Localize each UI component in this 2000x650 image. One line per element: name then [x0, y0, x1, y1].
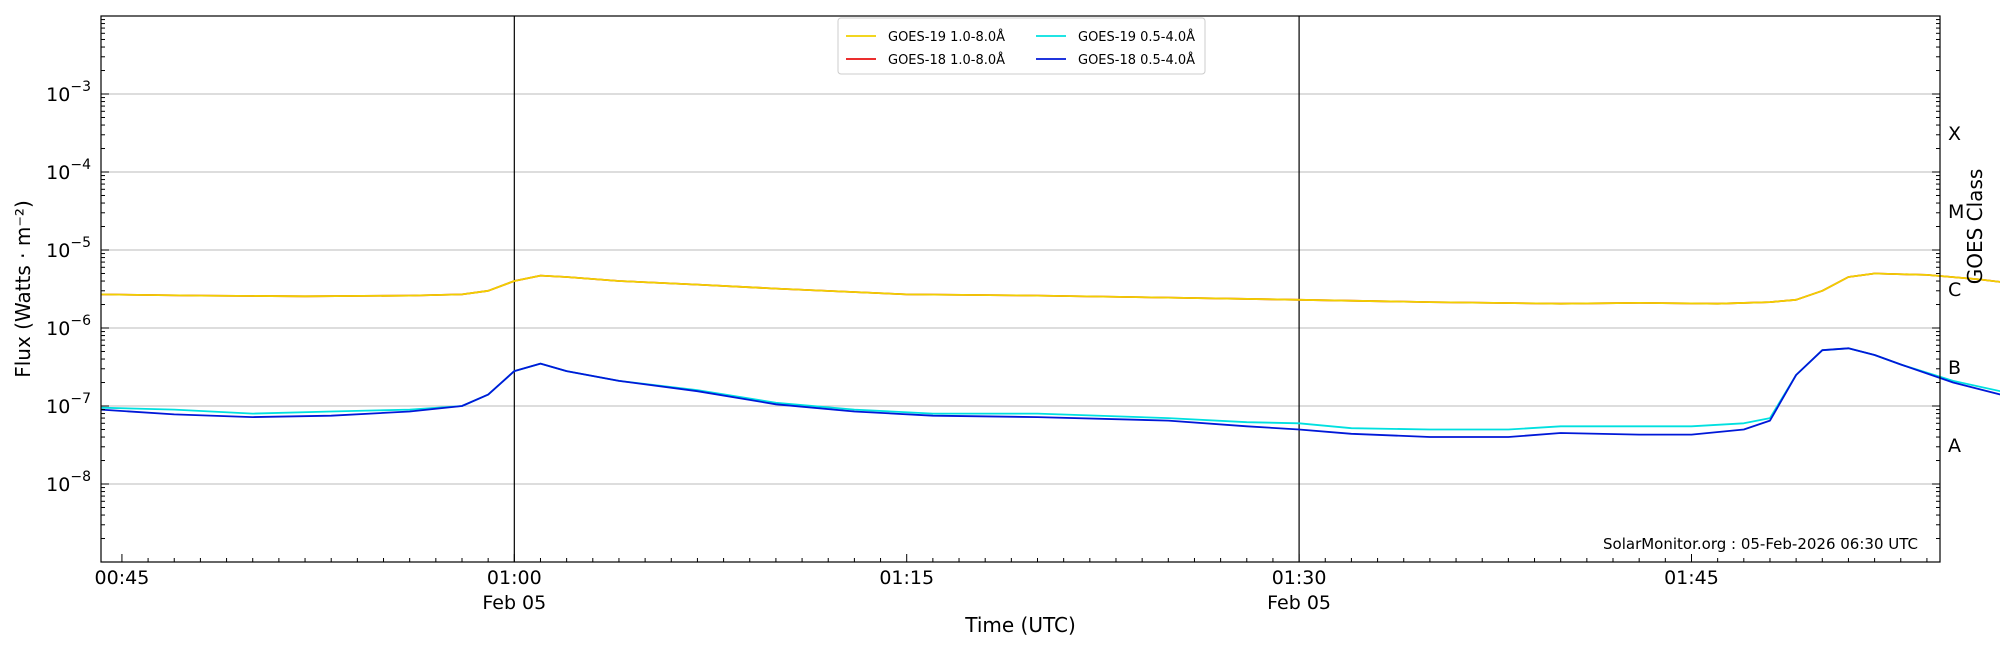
legend-label: GOES-19 0.5-4.0Å [1078, 29, 1195, 45]
source-timestamp: SolarMonitor.org : 05-Feb-2026 06:30 UTC [1603, 535, 1918, 553]
y-tick-label: 10−3 [46, 79, 91, 106]
y-tick-label: 10−7 [46, 391, 91, 418]
series-layer [100, 272, 2000, 438]
goes-class-labels: X M C B A [1948, 123, 1964, 457]
goes-class-axis-title: GOES Class [1963, 169, 1987, 285]
x-tick-date-label: Feb 05 [1267, 592, 1331, 614]
series-line-goes-19-0-5-4-0 [100, 347, 2000, 431]
y-tick-label: 10−8 [46, 469, 91, 496]
plot-frame [100, 15, 1941, 563]
series-line-goes-18-0-5-4-0 [100, 347, 2000, 438]
x-tick-date-label: Feb 05 [482, 592, 546, 614]
goes-class-x: X [1948, 123, 1961, 145]
legend-label: GOES-19 1.0-8.0Å [888, 29, 1005, 45]
x-tick-label: 01:00 [487, 567, 542, 589]
series-line-goes-19-1-0-8-0 [100, 272, 2000, 305]
legend-label: GOES-18 1.0-8.0Å [888, 52, 1005, 68]
legend-label: GOES-18 0.5-4.0Å [1078, 52, 1195, 68]
tick-layer [101, 15, 1940, 563]
x-tick-label: 01:15 [879, 567, 934, 589]
legend-box [837, 17, 1206, 75]
goes-class-m: M [1948, 201, 1964, 223]
x-axis-title: Time (UTC) [964, 613, 1076, 637]
vertical-day-lines [513, 16, 1300, 562]
y-tick-labels: 10−3 10−4 10−5 10−6 10−7 10−8 [46, 79, 91, 496]
legend: GOES-19 1.0-8.0Å GOES-19 0.5-4.0Å GOES-18 … [837, 17, 1206, 75]
y-axis-title: Flux (Watts · m⁻²) [11, 200, 35, 378]
y-tick-label: 10−5 [46, 235, 91, 262]
y-tick-label: 10−6 [46, 313, 91, 340]
goes-class-b: B [1948, 357, 1961, 379]
x-tick-label: 01:30 [1272, 567, 1327, 589]
y-tick-label: 10−4 [46, 157, 91, 184]
goes-class-c: C [1948, 279, 1961, 301]
goes-class-a: A [1948, 435, 1961, 457]
x-tick-label: 00:45 [95, 567, 150, 589]
x-tick-label: 01:45 [1664, 567, 1719, 589]
grid-layer [101, 93, 1940, 485]
